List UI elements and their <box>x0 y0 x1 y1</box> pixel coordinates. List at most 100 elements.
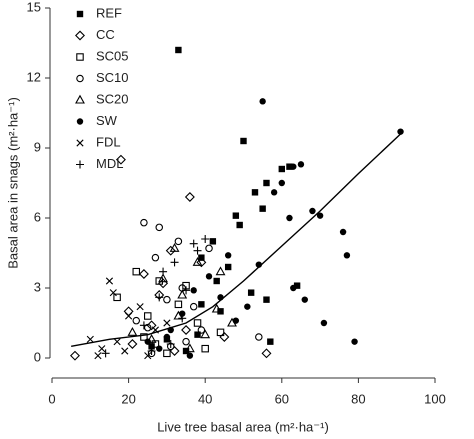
legend-marker <box>76 139 84 147</box>
y-tick-label: 15 <box>27 0 41 14</box>
legend-label: SC10 <box>96 70 129 85</box>
point <box>351 338 358 345</box>
point <box>109 289 117 297</box>
point <box>181 325 192 335</box>
legend-label: SC05 <box>96 48 129 63</box>
point <box>194 331 201 338</box>
point <box>144 323 152 332</box>
x-tick-label: 100 <box>424 391 446 406</box>
legend-label: SW <box>96 113 118 128</box>
point <box>190 287 197 294</box>
point <box>201 344 209 353</box>
point <box>224 252 232 259</box>
point <box>98 345 106 353</box>
point <box>215 266 226 276</box>
point <box>94 352 102 360</box>
point <box>192 257 203 266</box>
y-axis-label: Basal area in snags (m²·ha⁻¹) <box>5 97 20 269</box>
legend-marker <box>75 94 85 104</box>
point <box>182 286 191 295</box>
x-tick-label: 60 <box>275 391 289 406</box>
point <box>177 289 188 299</box>
point <box>155 277 163 285</box>
point <box>121 347 129 355</box>
point <box>267 338 274 345</box>
point <box>175 46 182 54</box>
point <box>86 335 94 343</box>
point <box>290 284 297 292</box>
point <box>127 339 138 349</box>
point <box>140 218 148 227</box>
point <box>286 163 293 170</box>
point <box>159 267 168 276</box>
point <box>144 338 151 345</box>
point <box>113 293 121 302</box>
point <box>184 192 195 202</box>
point <box>209 238 217 245</box>
point <box>144 312 152 320</box>
point <box>247 289 255 296</box>
point <box>158 273 169 283</box>
y-tick-label: 12 <box>27 69 41 84</box>
point <box>115 154 126 165</box>
point <box>151 253 160 262</box>
point <box>163 333 171 341</box>
point <box>213 277 220 285</box>
point <box>123 306 134 317</box>
point <box>140 333 148 341</box>
point <box>240 137 247 145</box>
point <box>278 165 285 173</box>
point <box>189 302 198 311</box>
point <box>397 128 404 135</box>
point <box>236 221 243 229</box>
point <box>146 334 157 343</box>
point <box>201 235 210 243</box>
point <box>255 333 263 341</box>
point <box>205 244 213 253</box>
point <box>259 205 266 212</box>
point <box>186 352 194 359</box>
point <box>320 319 328 327</box>
point <box>138 269 149 279</box>
point <box>259 98 266 105</box>
point <box>144 352 152 360</box>
legend-marker <box>76 74 84 83</box>
point <box>163 295 171 304</box>
legend-label: REF <box>96 5 122 20</box>
point <box>316 212 324 219</box>
point <box>146 320 157 331</box>
point <box>224 263 232 271</box>
point <box>197 326 206 334</box>
point <box>151 340 160 348</box>
point <box>163 319 171 327</box>
x-tick-label: 40 <box>198 391 212 406</box>
point <box>232 317 240 324</box>
legend-marker <box>76 118 84 125</box>
legend-label: MDL <box>96 156 123 171</box>
point <box>165 245 176 256</box>
point <box>169 243 180 252</box>
point <box>278 179 285 187</box>
point <box>343 252 351 259</box>
point <box>113 338 121 346</box>
y-tick-label: 0 <box>34 349 41 364</box>
legend-marker <box>76 10 84 18</box>
y-tick-label: 3 <box>34 279 41 294</box>
point <box>169 346 180 356</box>
point <box>182 337 190 346</box>
point <box>293 282 301 289</box>
legend-label: FDL <box>96 134 121 149</box>
point <box>211 303 222 313</box>
point <box>147 347 156 355</box>
point <box>139 321 148 330</box>
legend-marker <box>76 53 84 61</box>
y-tick-label: 9 <box>34 139 41 154</box>
y-tick-label: 6 <box>34 209 41 224</box>
point <box>193 246 202 255</box>
point <box>166 340 175 348</box>
point <box>251 189 259 196</box>
point <box>339 228 347 236</box>
point <box>136 303 144 311</box>
point <box>270 189 278 196</box>
